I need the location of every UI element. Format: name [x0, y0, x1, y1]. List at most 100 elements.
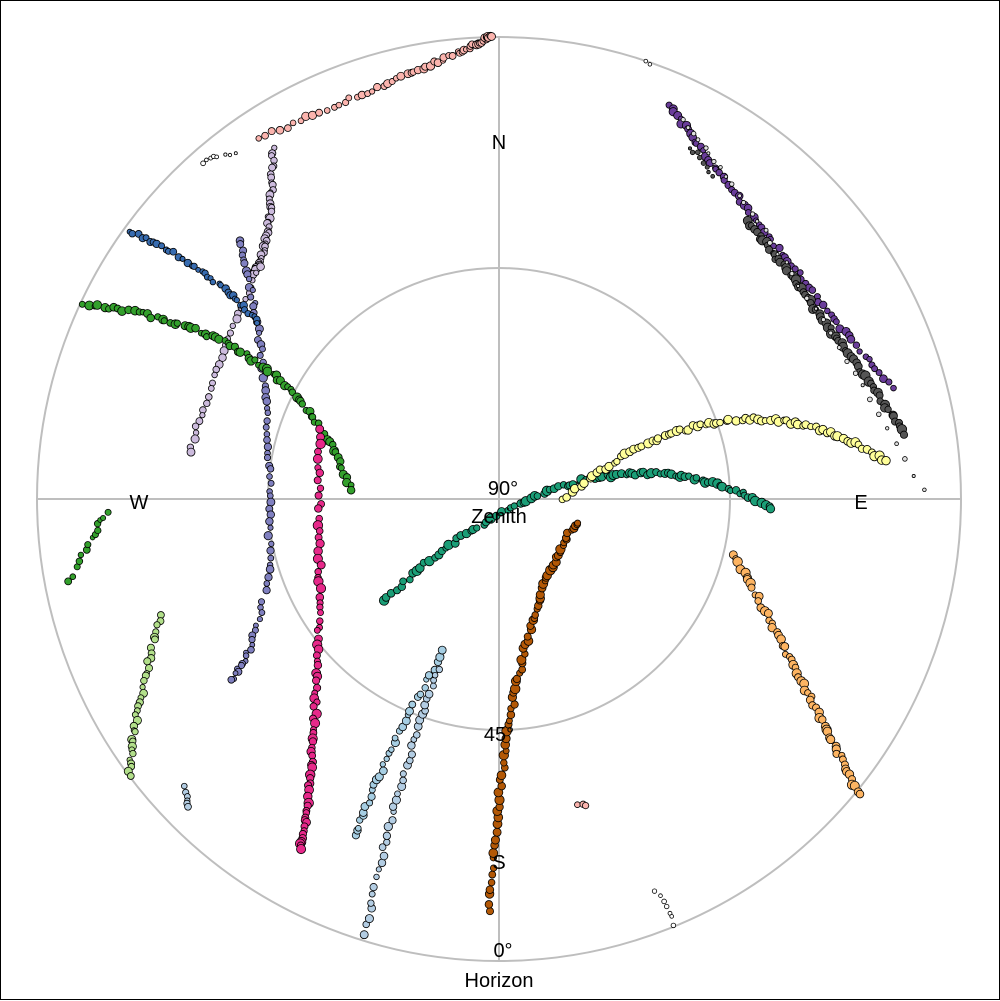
data-points: [64, 31, 927, 940]
track-point-18: [791, 265, 799, 273]
track-point-3: [211, 371, 218, 379]
grid: [36, 36, 962, 962]
track-point-16: [692, 474, 701, 482]
track-point-8: [69, 573, 77, 580]
track-point-7: [346, 485, 356, 495]
track-point-10: [131, 728, 139, 736]
track-point-8: [75, 557, 84, 566]
track-point-14: [490, 835, 500, 845]
track-point-6: [209, 278, 217, 286]
track-point-17: [604, 461, 614, 472]
track-point-12: [368, 890, 376, 898]
track-point-11: [401, 716, 411, 726]
zenith-value-label: 90°: [488, 478, 518, 500]
track-point-4: [262, 586, 271, 595]
track-point-12: [379, 851, 389, 861]
track-point-9: [314, 504, 323, 513]
track-point-12: [407, 750, 416, 759]
track-point-11: [367, 792, 376, 801]
track-point-20: [680, 117, 686, 123]
track-point-20: [775, 252, 780, 257]
axis-labels: N S E W 90° Zenith 45° 0° Horizon: [130, 132, 868, 992]
track-point-17: [579, 478, 589, 488]
east-label: E: [854, 492, 867, 514]
track-point-14: [485, 885, 495, 894]
track-point-9: [296, 844, 307, 855]
track-point-9: [315, 527, 324, 535]
track-point-15: [826, 734, 836, 745]
track-point-9: [316, 560, 326, 570]
track-point-11: [388, 746, 395, 753]
track-point-18: [846, 335, 856, 344]
track-point-21: [687, 146, 693, 151]
track-point-20: [789, 271, 795, 277]
track-point-4: [262, 423, 270, 431]
track-point-14: [574, 519, 582, 527]
track-point-18: [819, 300, 828, 310]
track-point-0: [448, 52, 457, 60]
track-point-20: [784, 260, 789, 265]
track-point-20: [706, 151, 711, 156]
track-point-12: [413, 731, 421, 739]
south-label: S: [492, 852, 505, 874]
track-point-18: [866, 356, 873, 363]
track-point-20: [844, 358, 850, 365]
west-label: W: [130, 492, 149, 514]
track-point-4: [263, 580, 271, 587]
track-point-9: [313, 661, 323, 670]
track-point-5: [232, 670, 239, 677]
track-point-23: [664, 903, 670, 910]
track-point-9: [315, 539, 325, 549]
track-point-3: [212, 365, 220, 374]
track-point-4: [236, 240, 245, 249]
track-point-8: [94, 526, 102, 535]
track-point-20: [867, 396, 873, 403]
track-point-14: [486, 907, 494, 916]
track-point-14: [496, 770, 507, 781]
track-point-10: [153, 621, 161, 629]
track-point-9: [315, 583, 327, 594]
track-point-3: [218, 353, 227, 362]
track-point-12: [431, 671, 439, 679]
track-point-12: [383, 838, 391, 846]
track-point-11: [421, 684, 429, 692]
track-point-16: [399, 577, 407, 586]
track-point-12: [399, 770, 407, 778]
track-point-1: [233, 151, 238, 156]
track-point-9: [310, 718, 321, 729]
track-point-8: [64, 577, 73, 586]
track-point-12: [394, 790, 401, 798]
track-point-5: [256, 616, 263, 623]
track-point-16: [533, 492, 542, 500]
track-point-6: [169, 247, 178, 256]
track-point-9: [315, 424, 325, 434]
track-point-11: [408, 700, 417, 709]
track-point-0: [345, 94, 353, 102]
track-point-20: [695, 137, 701, 143]
track-point-4: [266, 465, 275, 473]
track-point-4: [245, 275, 253, 283]
track-point-17: [562, 493, 571, 502]
track-point-6: [128, 229, 137, 238]
track-point-5: [242, 652, 250, 659]
track-point-18: [871, 365, 878, 373]
track-point-14: [523, 632, 532, 641]
track-point-8: [77, 551, 85, 559]
track-point-7: [160, 317, 168, 325]
track-point-12: [373, 873, 380, 881]
track-point-23: [661, 898, 667, 905]
track-point-7: [92, 300, 103, 310]
track-point-7: [78, 300, 86, 308]
track-point-11: [405, 706, 414, 716]
track-point-21: [697, 154, 703, 161]
track-point-9: [313, 476, 322, 485]
track-point-14: [500, 759, 508, 767]
track-point-1: [227, 152, 233, 158]
north-label: N: [492, 132, 506, 154]
track-point-20: [723, 174, 729, 179]
track-point-16: [766, 504, 776, 514]
track-point-4: [266, 473, 273, 480]
track-point-6: [253, 319, 260, 326]
track-point-14: [531, 611, 539, 619]
